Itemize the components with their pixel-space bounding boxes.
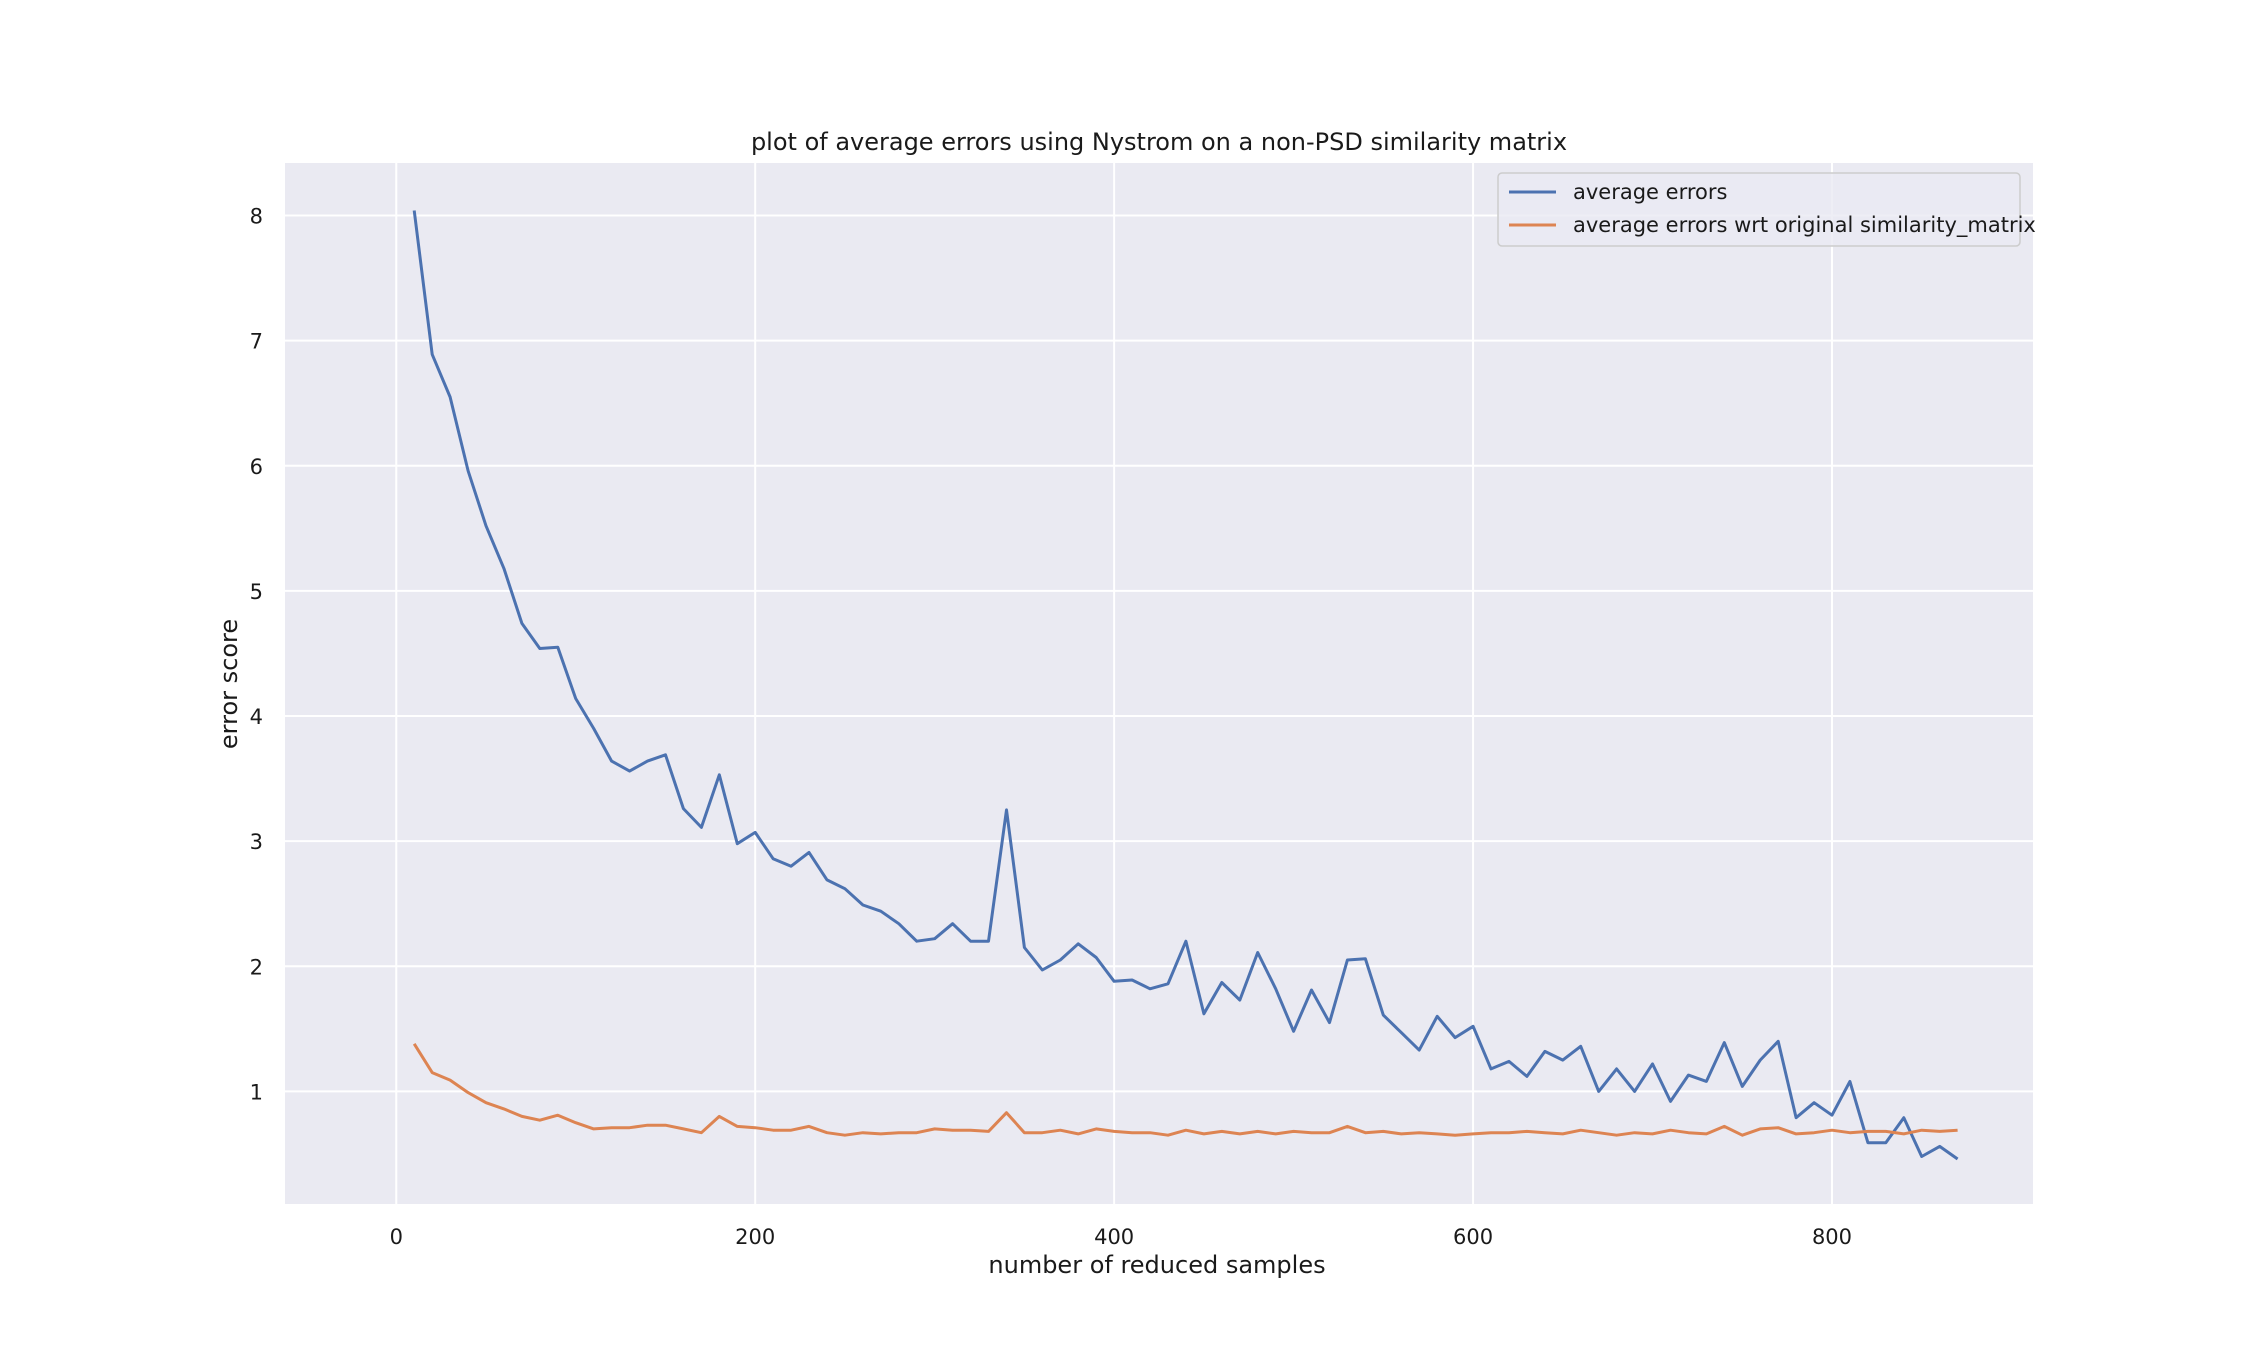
y-tick-label: 5 — [250, 580, 263, 604]
grid-lines — [285, 163, 2033, 1204]
y-tick-label: 3 — [250, 830, 263, 854]
y-tick-label: 7 — [250, 330, 263, 354]
x-tick-label: 600 — [1453, 1225, 1493, 1249]
plot-area — [285, 163, 2033, 1204]
x-tick-label: 200 — [735, 1225, 775, 1249]
x-tick-label: 400 — [1094, 1225, 1134, 1249]
x-tick-label: 800 — [1812, 1225, 1852, 1249]
legend-box — [1497, 172, 2021, 247]
series-line-0 — [412, 210, 1959, 1161]
legend: average errors average errors wrt origin… — [1497, 172, 2036, 247]
series-lines — [412, 210, 1959, 1161]
x-axis-ticks: 0 200 400 600 800 — [390, 1225, 1852, 1249]
chart-title: plot of average errors using Nystrom on … — [751, 128, 1567, 156]
y-axis-ticks: 1 2 3 4 5 6 7 8 — [250, 205, 263, 1105]
x-axis-label: number of reduced samples — [988, 1251, 1325, 1279]
y-tick-label: 1 — [250, 1080, 263, 1104]
y-tick-label: 8 — [250, 205, 263, 229]
y-tick-label: 6 — [250, 455, 263, 479]
legend-label-average-errors: average errors — [1573, 180, 1727, 204]
series-line-1 — [412, 1043, 1958, 1137]
legend-label-average-errors-wrt-original: average errors wrt original similarity_m… — [1573, 213, 2036, 238]
y-tick-label: 2 — [250, 955, 263, 979]
y-tick-label: 4 — [250, 705, 263, 729]
y-axis-label: error score — [215, 619, 243, 749]
x-tick-label: 0 — [390, 1225, 403, 1249]
